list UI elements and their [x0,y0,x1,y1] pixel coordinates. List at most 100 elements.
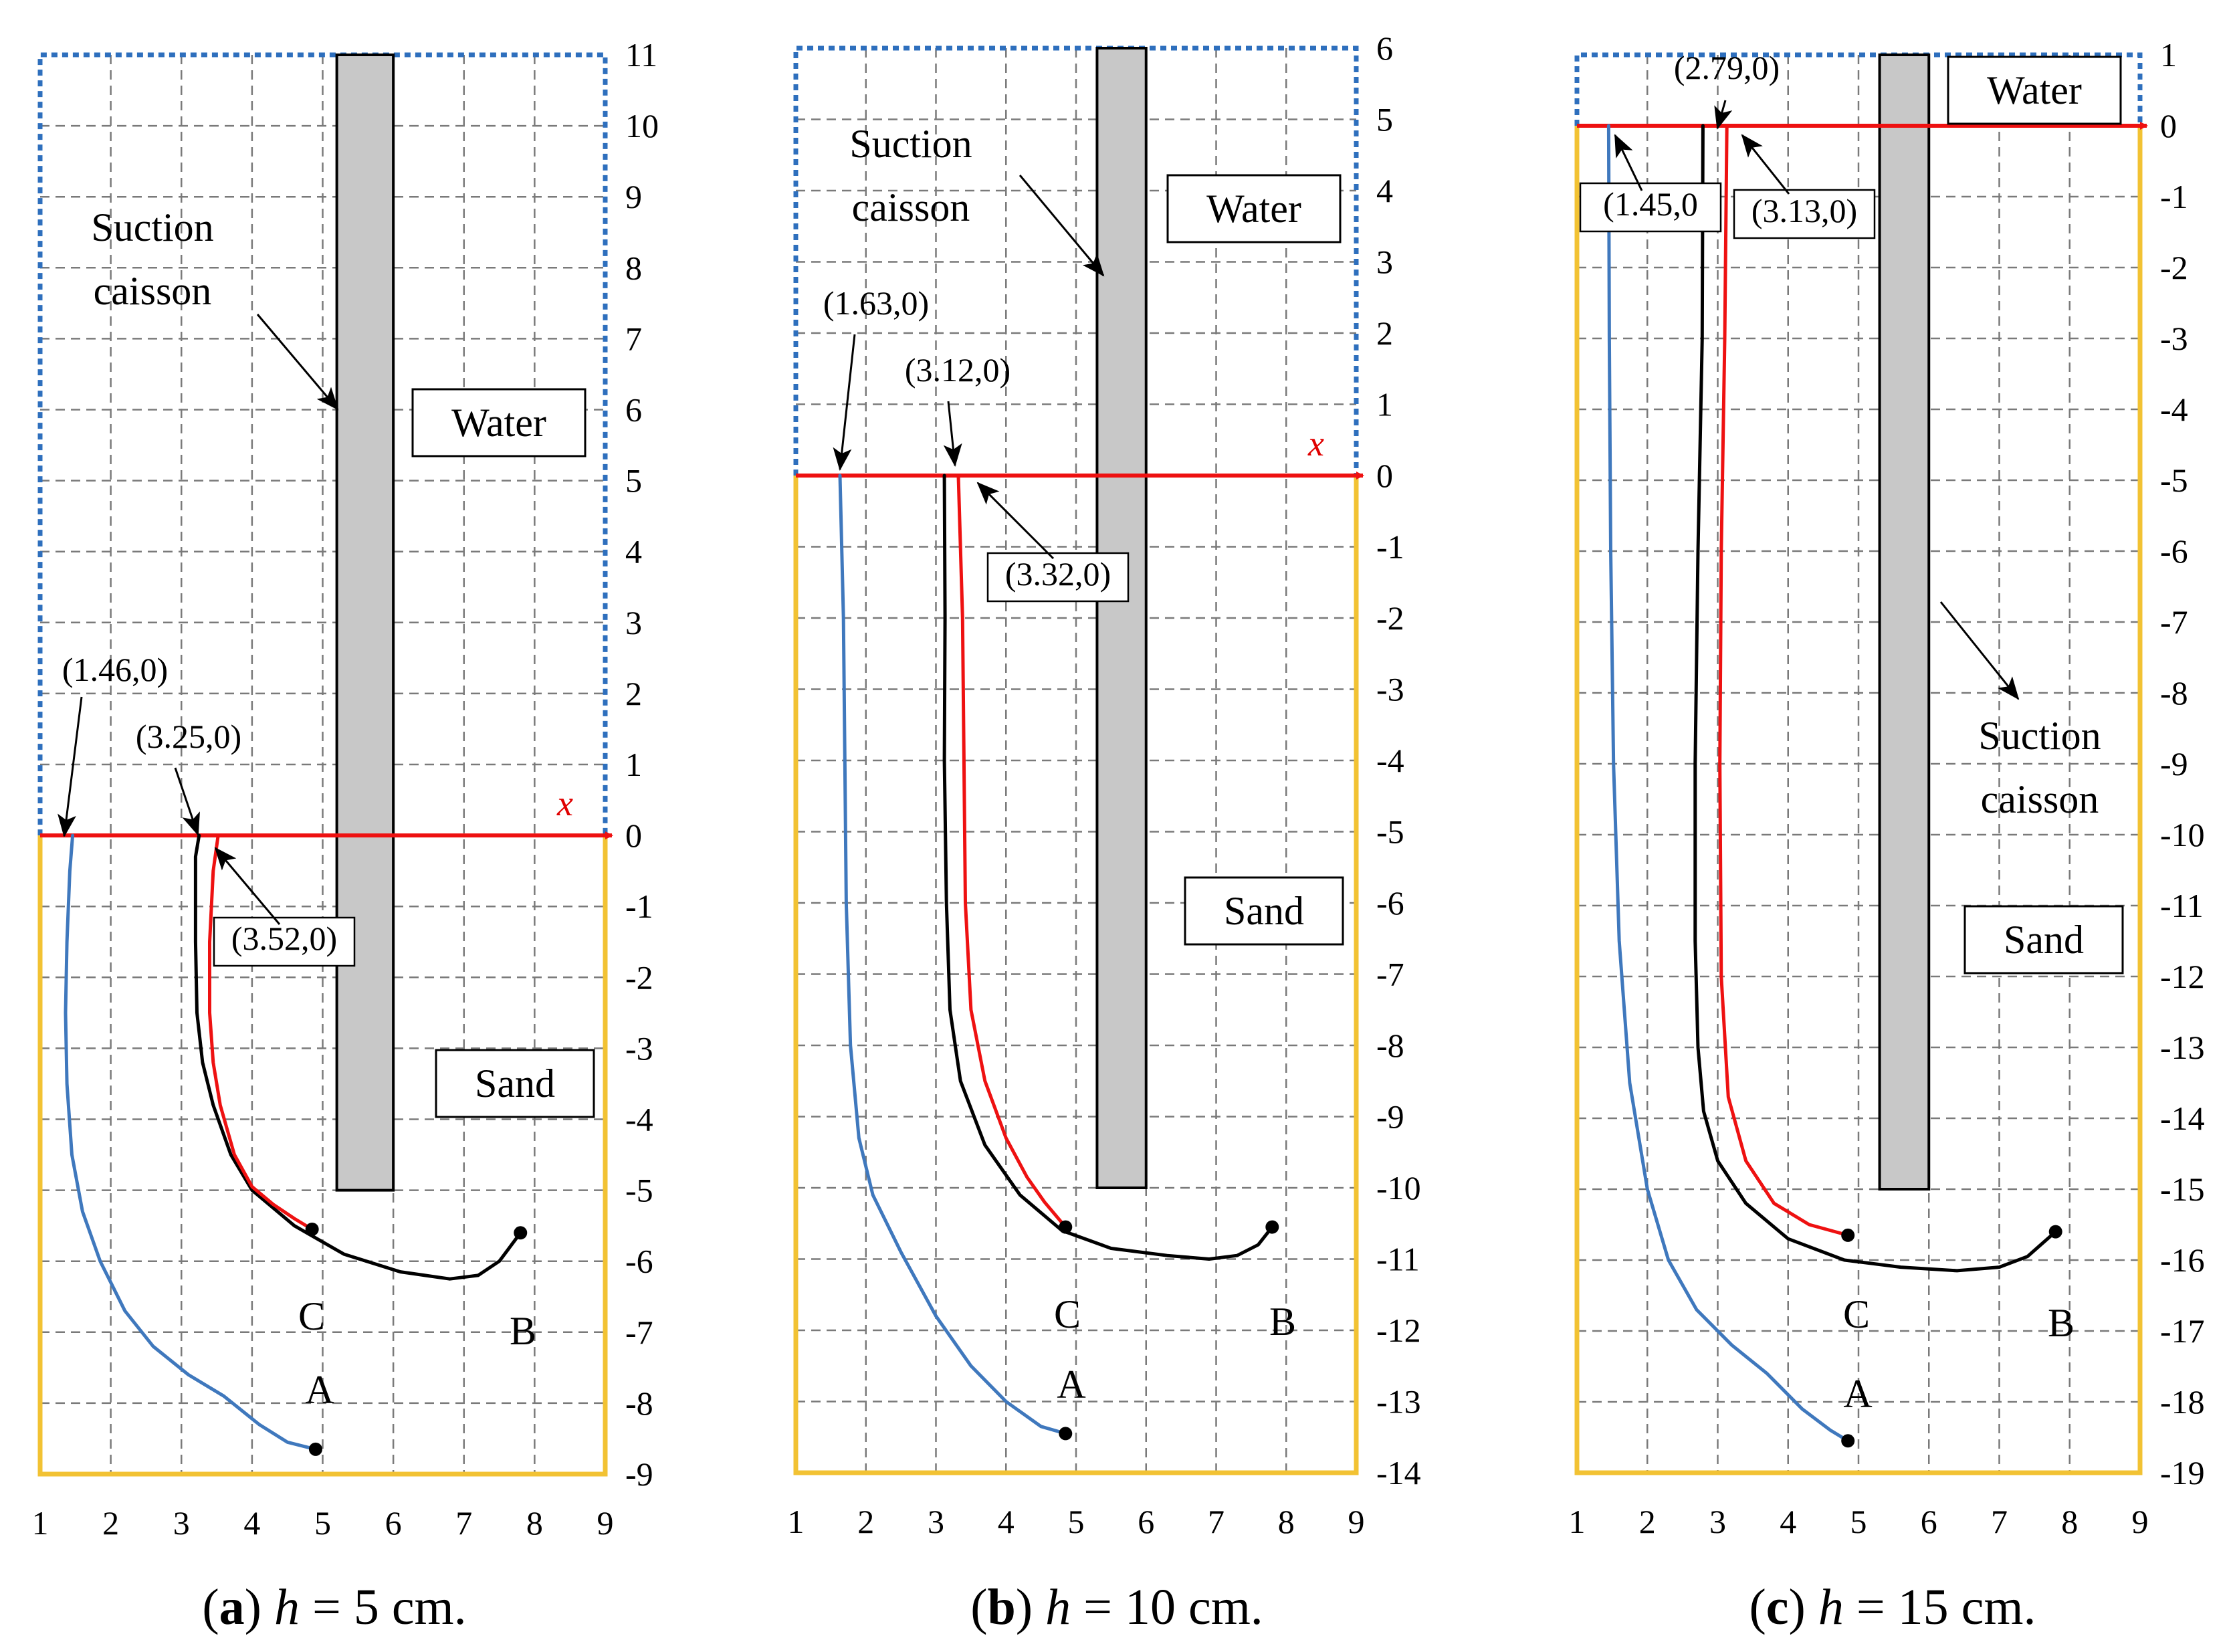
endpoint-b [514,1226,528,1240]
point-label-b: B [510,1309,536,1353]
endpoint-a [308,1442,322,1456]
x-tick-label: 6 [1921,1503,1937,1540]
y-tick-label: -3 [625,1029,653,1067]
x-tick-label: 4 [998,1503,1015,1540]
point-label-b: B [1269,1300,1296,1344]
sand-label-text: Sand [1224,889,1304,933]
y-tick-label: -4 [1376,742,1404,779]
y-tick-label: 6 [625,391,642,429]
x-tick-label: 2 [857,1503,874,1540]
caption-letter: c [1766,1579,1789,1635]
sand-label-text: Sand [2004,918,2084,962]
endpoint-a [1059,1427,1073,1441]
x-tick-label: 5 [1068,1503,1085,1540]
y-tick-label: 0 [2160,107,2177,144]
panel-caption: (b) h = 10 cm. [970,1579,1263,1635]
y-tick-label: -7 [1376,956,1404,993]
x-tick-label: 9 [2132,1503,2149,1540]
trajectory-c [1718,124,1850,1237]
coordinate-annotation: (2.79,0) [1674,49,1780,86]
caisson-label-line2: caisson [94,269,212,313]
y-tick-label: -3 [2160,320,2188,357]
water-region-border [793,45,1359,476]
suction-caisson [1095,47,1148,1189]
water-label-box: Water [411,388,587,457]
point-label-a: A [1057,1362,1085,1407]
panel-b: x1 2 3 4 5 6 7 8 9-14-13-12-11-10-9-8-7-6-5-4-3-… [788,29,1421,1635]
y-tick-label: 0 [625,817,642,854]
caption-variable: h [1818,1579,1844,1635]
y-tick-label: -19 [2160,1454,2205,1491]
suction-caisson [335,54,395,1192]
x-axis-label: x [1307,423,1324,463]
y-tick-label: 0 [1376,457,1393,494]
sand-label-text: Sand [475,1061,555,1106]
caption-paren-open: ( [1749,1579,1766,1635]
panel-c: x123456789-19-18-17-16-15-14-13-12-11-10… [1569,36,2205,1635]
coordinate-annotation: (1.63,0) [823,284,929,322]
y-tick-label: -13 [2160,1029,2205,1066]
y-tick-label: 4 [625,533,642,571]
caption-value: = 15 cm. [1844,1579,2036,1635]
annotation-arrow [976,482,1055,560]
y-tick-label: 1 [2160,36,2177,74]
grid [40,55,605,1474]
y-tick-label: -2 [625,958,653,996]
y-tick-label: -12 [1376,1312,1421,1349]
grid [1577,55,2140,1473]
x-tick-label: 4 [1780,1503,1796,1540]
sand-label-box: Sand [1184,876,1344,946]
y-tick-label: 1 [625,746,642,783]
annotation-arrow [943,401,962,467]
y-tick-label: -9 [625,1455,653,1493]
water-label-box: Water [1947,56,2122,125]
water-label-text: Water [1987,68,2082,112]
y-tick-label: -14 [1376,1454,1421,1491]
water-label-text: Water [451,401,546,445]
y-tick-label: -6 [625,1243,653,1280]
caisson-label-line2: caisson [852,185,970,229]
point-label-c: C [298,1294,325,1338]
caisson-label-line1: Suction [849,122,972,166]
y-tick-label: 9 [625,178,642,215]
x-tick-label: 3 [173,1504,190,1542]
caisson-label-line1: Suction [91,205,213,249]
x-tick-label: 3 [1709,1503,1726,1540]
y-tick-label: -5 [1376,813,1404,851]
water-label-box: Water [1166,174,1342,243]
coordinate-annotation: (3.25,0) [136,718,241,755]
y-tick-label: -10 [2160,816,2205,853]
x-tick-label: 3 [928,1503,944,1540]
y-tick-label: -18 [2160,1383,2205,1421]
point-label-b: B [2048,1301,2075,1345]
sand-region-border [793,476,1359,1475]
trajectory-a [1606,124,1850,1443]
y-tick-label: -7 [2160,603,2188,641]
trajectory-b [1693,124,2058,1273]
caisson-label-line1: Suction [1978,714,2101,758]
y-tick-label: 11 [625,36,657,74]
y-tick-label: -5 [2160,461,2188,499]
y-tick-label: 3 [1376,243,1393,281]
annotation-arrow [1614,134,1643,191]
coordinate-annotation: (3.52,0) [231,920,337,957]
trajectory-b [942,474,1274,1261]
y-tick-label: -17 [2160,1312,2205,1350]
point-label-a: A [1843,1372,1872,1416]
x-tick-label: 1 [32,1504,49,1542]
y-tick-label: 2 [1376,314,1393,352]
y-tick-label: -11 [2160,887,2204,924]
sand-label-box: Sand [435,1049,595,1118]
x-tick-label: 8 [526,1504,543,1542]
trajectory-a [64,833,318,1451]
caisson-arrow [1939,601,2020,700]
y-tick-label: -9 [2160,745,2188,783]
coordinate-annotation: (3.13,0) [1751,192,1857,229]
water-label-text: Water [1206,187,1301,231]
y-tick-label: -4 [2160,391,2188,428]
endpoint-c [1059,1220,1073,1234]
annotation-box [986,552,1130,603]
caption-paren-close: ) [1789,1579,1818,1635]
x-tick-label: 8 [2061,1503,2078,1540]
x-tick-label: 2 [1639,1503,1656,1540]
